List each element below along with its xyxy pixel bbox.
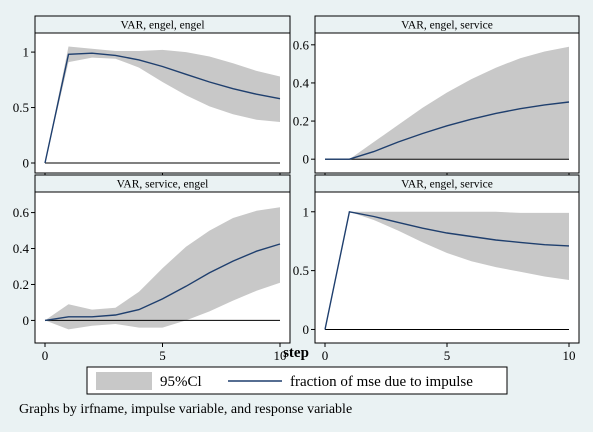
y-tick-label: 1 — [23, 45, 30, 60]
fraction-line — [44, 52, 281, 164]
fraction-line — [44, 243, 281, 322]
x-axis-title: step — [283, 345, 309, 361]
panel-title: VAR, engel, service — [401, 20, 493, 32]
y-tick-label: 0.4 — [13, 241, 30, 256]
graph-note: Graphs by irfname, impulse variable, and… — [19, 402, 352, 417]
x-tick-label: 0 — [42, 348, 49, 363]
x-tick-label: 0 — [322, 348, 329, 363]
y-tick-label: 0.2 — [293, 114, 309, 129]
x-tick-label: 10 — [563, 348, 576, 363]
panel-title: VAR, engel, engel — [120, 20, 204, 32]
y-tick-label: 0.4 — [293, 75, 310, 90]
panel-1: VAR, engel, engel 0 0.5 1 — [13, 15, 291, 177]
ci-band — [325, 46, 569, 160]
x-tick-label: 10 — [274, 348, 287, 363]
y-tick-label: 0 — [23, 313, 30, 328]
y-tick-label: 0.5 — [13, 100, 29, 115]
legend: 95%Cl fraction of mse due to impulse — [86, 366, 508, 395]
panel-title: VAR, service, engel — [117, 179, 209, 191]
legend-label-fraction: fraction of mse due to impulse — [290, 374, 473, 390]
legend-box — [86, 366, 508, 395]
ci-band — [45, 46, 280, 163]
y-tick-label: 1 — [303, 204, 310, 219]
legend-label-ci: 95%Cl — [160, 374, 202, 390]
ci-band — [45, 207, 280, 330]
panel-2: VAR, engel, service 0 0.2 0.4 0.6 — [293, 15, 580, 177]
panel-title: VAR, engel, service — [401, 179, 493, 191]
legend-band-swatch — [96, 372, 152, 390]
y-tick-label: 0.6 — [13, 205, 30, 220]
fraction-line — [325, 101, 570, 160]
y-tick-label: 0.2 — [13, 277, 29, 292]
y-tick-label: 0.6 — [293, 37, 310, 52]
panels-layer: VAR, engel, engel 0 0.5 1 VAR, engel, servic… — [13, 15, 580, 363]
y-tick-label: 0 — [303, 322, 310, 337]
y-tick-label: 0 — [23, 156, 30, 171]
y-tick-label: 0 — [303, 152, 310, 167]
x-tick-label: 5 — [444, 348, 451, 363]
x-tick-label: 5 — [159, 348, 166, 363]
y-tick-label: 0.5 — [293, 263, 309, 278]
panel-3: VAR, service, engel 0 0.2 0.4 0.6 0 5 10 — [13, 174, 291, 363]
fraction-line — [324, 210, 570, 330]
